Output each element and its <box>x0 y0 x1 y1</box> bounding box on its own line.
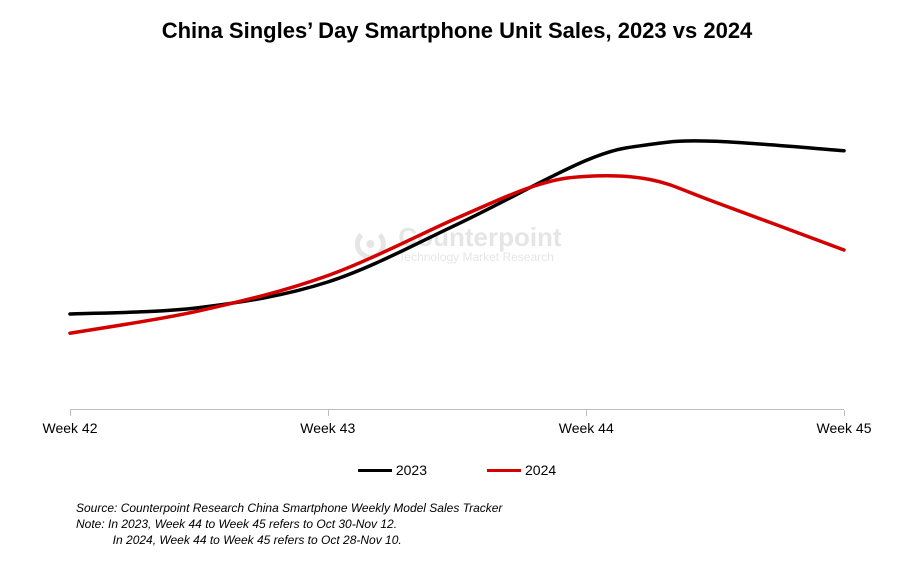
chart-container: China Singles’ Day Smartphone Unit Sales… <box>0 0 914 580</box>
x-axis-line <box>70 409 844 410</box>
x-tick <box>70 410 71 416</box>
footnote-line: In 2024, Week 44 to Week 45 refers to Oc… <box>76 532 502 548</box>
legend-label: 2024 <box>525 462 556 478</box>
x-tick-label: Week 42 <box>43 420 98 436</box>
chart-title: China Singles’ Day Smartphone Unit Sales… <box>0 18 914 44</box>
x-tick-label: Week 45 <box>817 420 872 436</box>
legend-item-2024: 2024 <box>487 462 556 478</box>
legend-label: 2023 <box>396 462 427 478</box>
x-tick <box>586 410 587 416</box>
x-tick-label: Week 43 <box>300 420 355 436</box>
legend-swatch <box>358 469 392 472</box>
legend: 2023 2024 <box>0 462 914 478</box>
x-tick-label: Week 44 <box>559 420 614 436</box>
plot-area: Counterpoint Technology Market Research … <box>70 90 844 410</box>
footnotes: Source: Counterpoint Research China Smar… <box>76 500 502 549</box>
legend-item-2023: 2023 <box>358 462 427 478</box>
line-chart-svg <box>70 90 844 410</box>
x-tick <box>844 410 845 416</box>
footnote-line: Note: In 2023, Week 44 to Week 45 refers… <box>76 516 502 532</box>
x-tick <box>328 410 329 416</box>
legend-swatch <box>487 469 521 472</box>
series-2023-line <box>70 141 844 314</box>
footnote-line: Source: Counterpoint Research China Smar… <box>76 500 502 516</box>
